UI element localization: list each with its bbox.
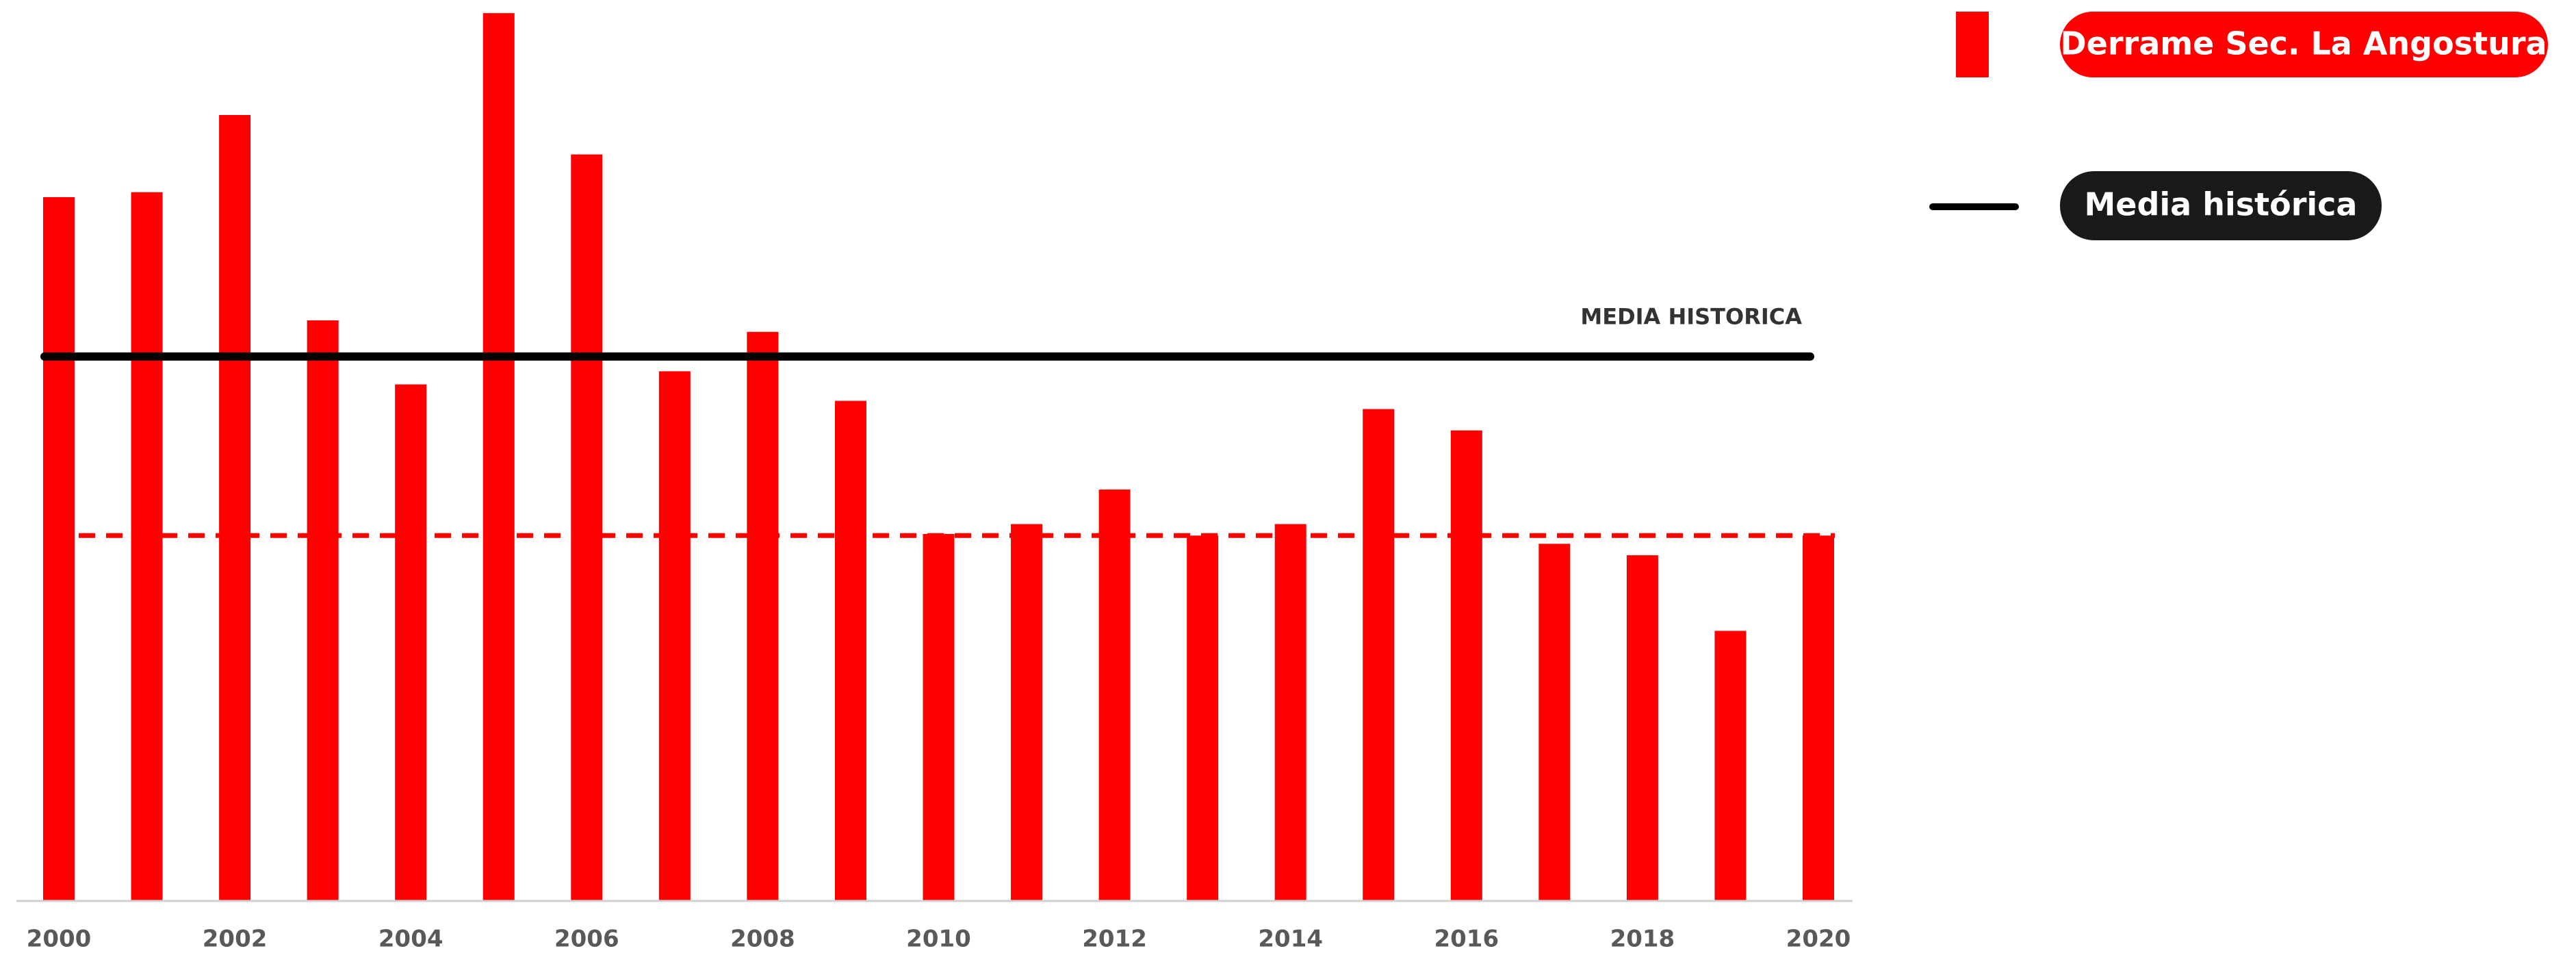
bar <box>1011 524 1043 900</box>
bar <box>1274 524 1306 900</box>
bar <box>219 114 251 900</box>
legend-swatch <box>1956 12 1989 77</box>
bar <box>658 371 691 900</box>
bar <box>1714 631 1747 900</box>
x-tick-label: 2000 <box>27 926 92 953</box>
bar <box>834 401 866 900</box>
bar <box>1803 535 1834 900</box>
bar <box>747 331 779 900</box>
reference-label: MEDIA HISTORICA <box>1580 304 1802 330</box>
bar <box>1538 544 1571 900</box>
bar <box>482 13 515 901</box>
x-tick-label: 2018 <box>1610 926 1675 953</box>
legend-pill <box>2060 171 2382 240</box>
bar <box>131 192 163 900</box>
bar <box>43 196 75 901</box>
legend-label: Media histórica <box>2085 186 2358 223</box>
x-tick-label: 2016 <box>1434 926 1499 953</box>
legend-pill <box>2060 12 2548 77</box>
bar <box>1450 430 1482 900</box>
x-tick-label: 2012 <box>1082 926 1147 953</box>
bar <box>1626 555 1658 900</box>
bar <box>1363 409 1395 900</box>
bar <box>1098 490 1131 900</box>
x-tick-label: 2008 <box>730 926 795 953</box>
x-tick-label: 2006 <box>554 926 619 953</box>
x-tick-label: 2014 <box>1258 926 1323 953</box>
bar <box>923 533 955 900</box>
bar <box>1187 535 1219 900</box>
x-tick-label: 2002 <box>203 926 268 953</box>
x-tick-label: 2010 <box>906 926 971 953</box>
x-tick-label: 2004 <box>378 926 443 953</box>
bar <box>307 320 339 900</box>
bar <box>395 384 427 900</box>
legend-label: Derrame Sec. La Angostura <box>2060 25 2547 62</box>
bar <box>571 154 603 901</box>
x-tick-label: 2020 <box>1786 926 1851 953</box>
